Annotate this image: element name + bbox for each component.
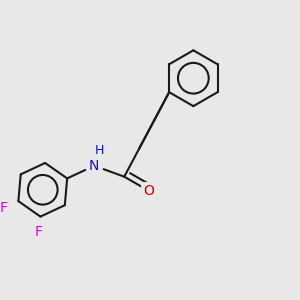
Text: H: H — [95, 144, 104, 157]
Text: O: O — [143, 184, 154, 198]
Text: F: F — [35, 226, 43, 239]
Text: N: N — [89, 159, 100, 173]
Text: F: F — [0, 201, 8, 215]
